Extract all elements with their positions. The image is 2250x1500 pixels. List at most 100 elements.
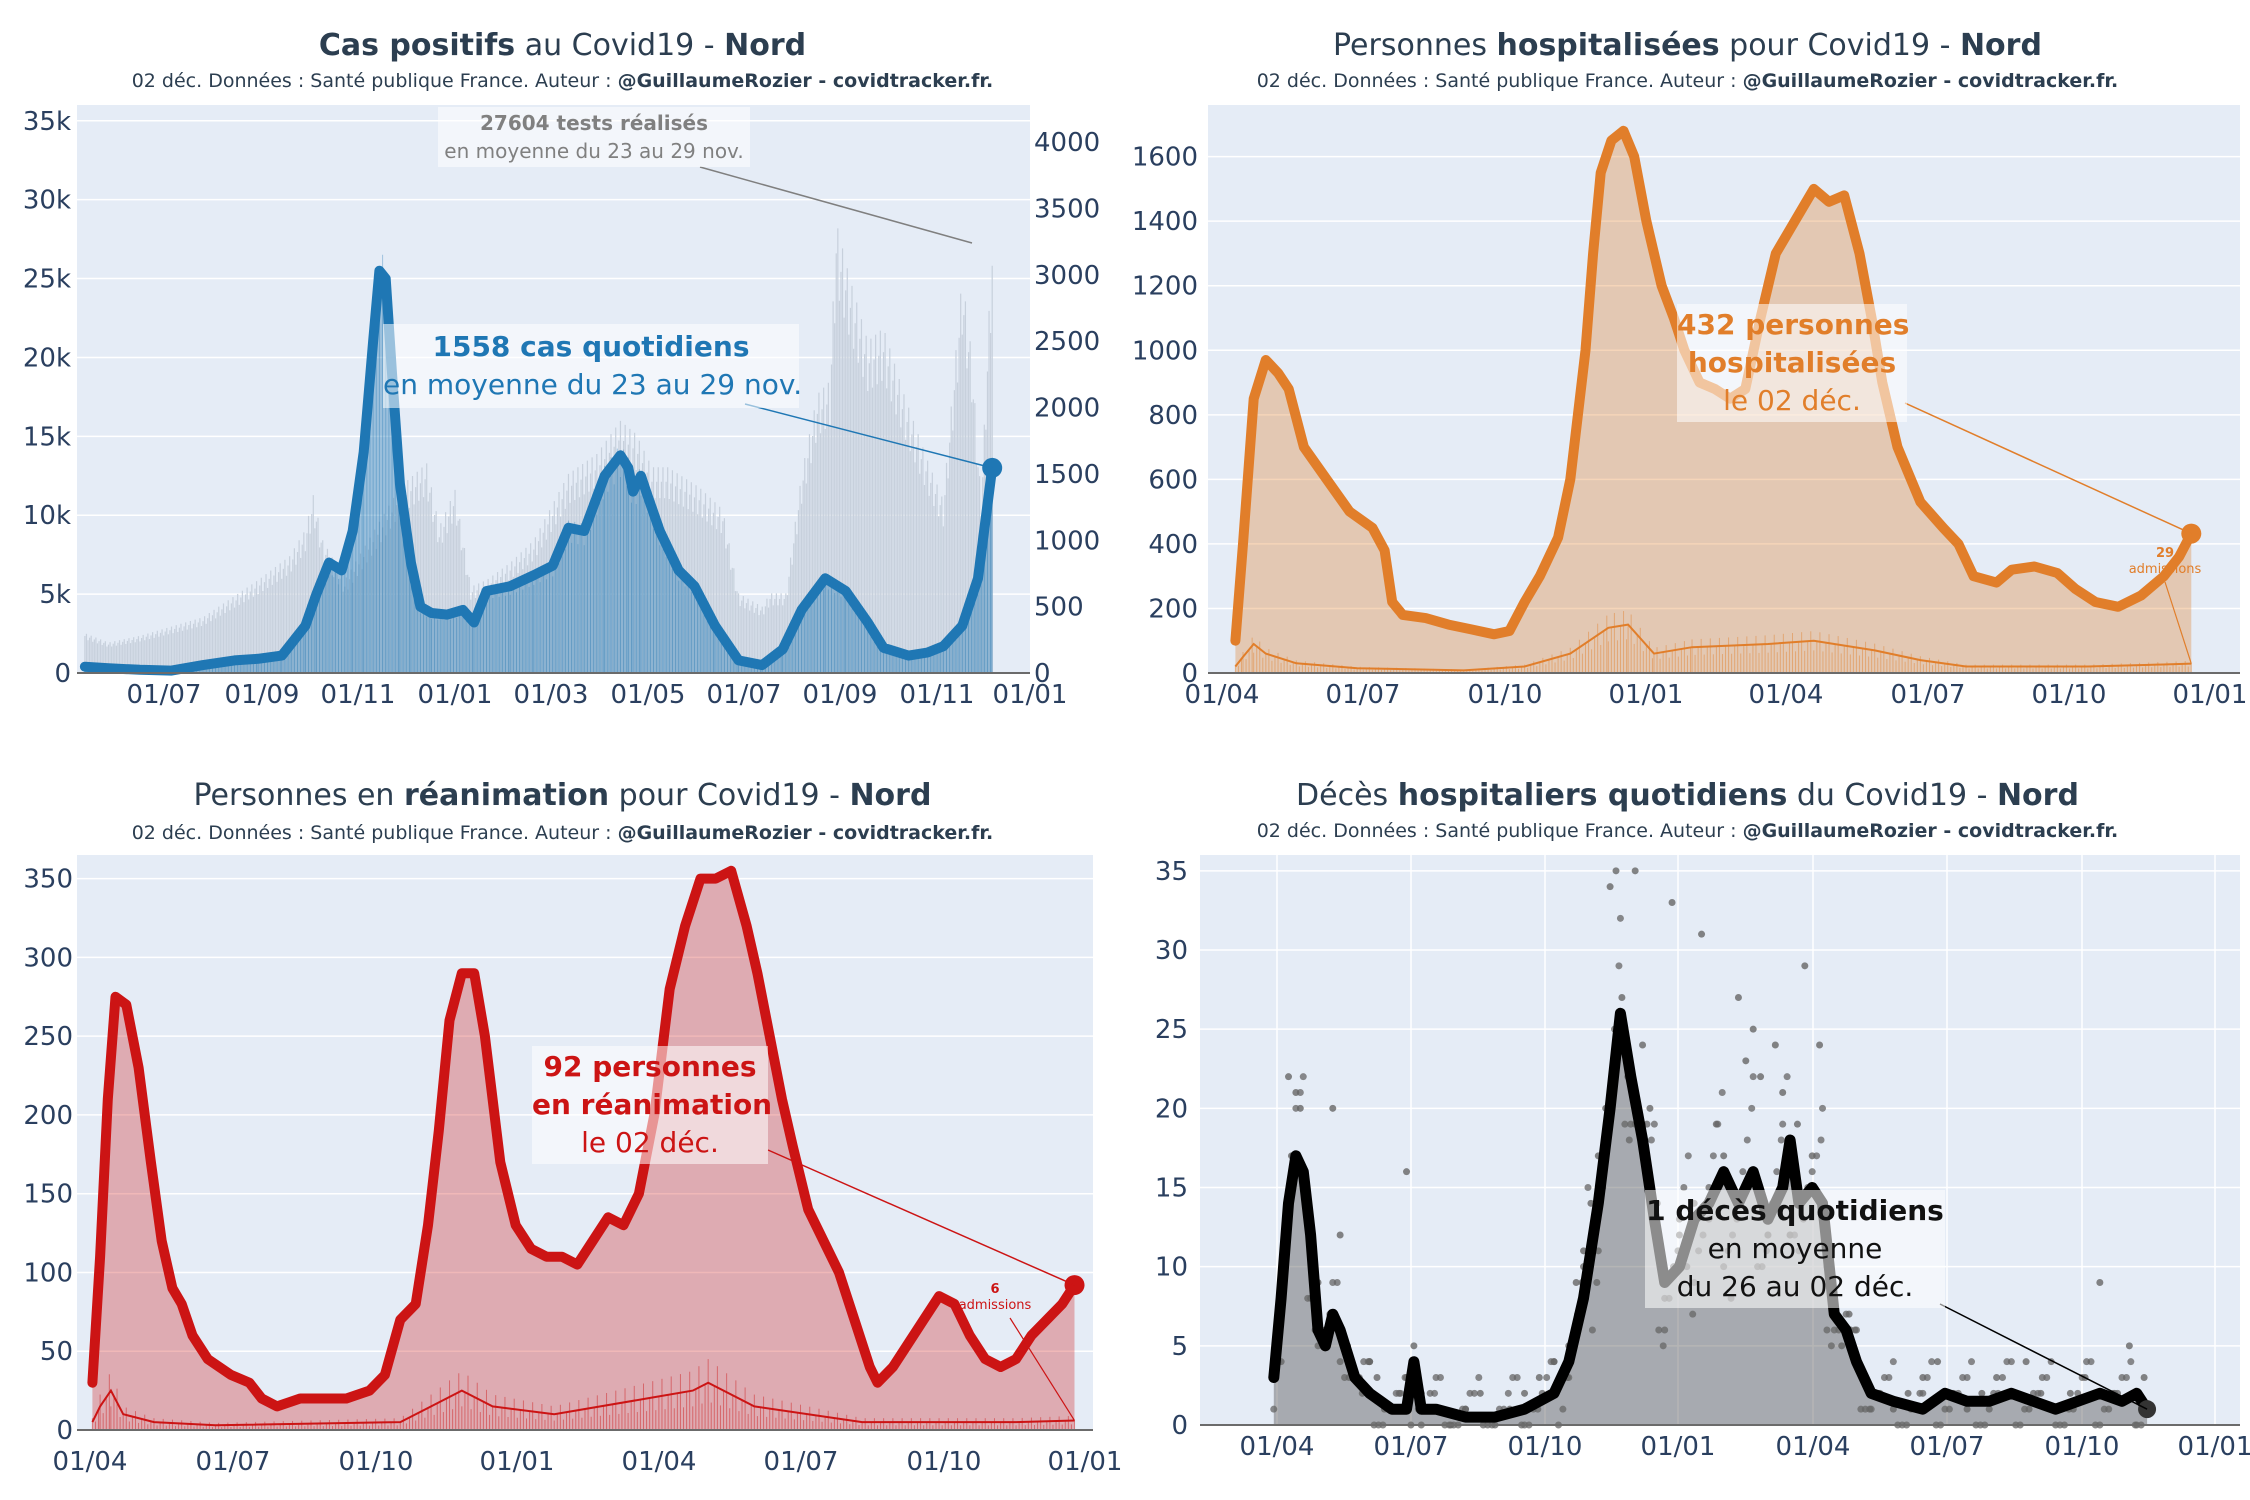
- deaths-daily-point: [1292, 1104, 1300, 1112]
- deaths-daily-point: [1593, 1279, 1601, 1286]
- cases-area: [84, 270, 993, 673]
- deaths-daily-point: [1655, 1326, 1663, 1334]
- deaths-daily-point: [2122, 1374, 2130, 1381]
- hosp-admissions-arrow: [2164, 581, 2192, 664]
- deaths-daily-point: [2025, 1405, 2033, 1413]
- deaths-daily-point: [1852, 1326, 1860, 1334]
- deaths-daily-point: [1889, 1358, 1897, 1366]
- deaths-daily-point: [1823, 1326, 1831, 1334]
- hosp-x-tick: 01/01: [2173, 680, 2248, 710]
- deaths-x-tick: 01/07: [1910, 1432, 1985, 1462]
- deaths-daily-point: [1504, 1389, 1512, 1397]
- rea-y-tick: 200: [23, 1101, 73, 1131]
- rea-title: Personnes en réanimation pour Covid19 - …: [193, 778, 932, 813]
- rea-y-tick: 300: [23, 943, 73, 973]
- deaths-daily-point: [1680, 1184, 1688, 1191]
- rea-area: [92, 870, 1075, 1430]
- deaths-daily-point: [1698, 930, 1706, 938]
- deaths-daily-point: [1366, 1358, 1374, 1366]
- deaths-daily-point: [1646, 1104, 1654, 1112]
- deaths-daily-point: [1333, 1279, 1341, 1286]
- deaths-daily-point: [1867, 1405, 1875, 1413]
- deaths-subtitle: 02 déc. Données : Santé publique France.…: [1256, 820, 2119, 842]
- hosp-admissions-line: [1234, 623, 2192, 672]
- cases-y-tick: 30k: [23, 186, 71, 216]
- cases-y2-tick: 1500: [1034, 460, 1100, 490]
- deaths-daily-point: [1689, 1310, 1697, 1318]
- rea-x-tick: 01/04: [53, 1447, 128, 1477]
- rea-annotation-arrow: [767, 1149, 1075, 1286]
- cases-x-tick: 01/11: [900, 680, 975, 710]
- deaths-daily-point: [1945, 1405, 1953, 1413]
- deaths-daily-point: [1743, 1136, 1751, 1144]
- deaths-daily-point: [1885, 1374, 1893, 1381]
- deaths-daily-point: [1436, 1374, 1444, 1381]
- rea-admissions-line: [91, 1381, 1075, 1427]
- deaths-daily-point: [1773, 1168, 1781, 1176]
- deaths-daily-point: [1618, 994, 1626, 1001]
- cases-subtitle: 02 déc. Données : Santé publique France.…: [131, 70, 994, 92]
- deaths-daily-point: [1336, 1358, 1344, 1366]
- deaths-last-marker: [2138, 1400, 2157, 1419]
- rea-x-tick: 01/10: [339, 1447, 414, 1477]
- deaths-x-tick: 01/01: [2178, 1432, 2250, 1462]
- deaths-daily-point: [1748, 1104, 1756, 1112]
- cases-y2-tick: 500: [1034, 593, 1084, 623]
- deaths-daily-point: [1513, 1374, 1521, 1381]
- deaths-daily-point: [1668, 899, 1676, 906]
- deaths-x-tick: 01/04: [1776, 1432, 1851, 1462]
- cases-x-tick: 01/09: [803, 680, 878, 710]
- deaths-daily-point: [1813, 1152, 1821, 1160]
- rea-x-tick: 01/01: [480, 1447, 555, 1477]
- rea-y-tick: 100: [23, 1258, 73, 1288]
- rea-subtitle: 02 déc. Données : Santé publique France.…: [131, 822, 994, 844]
- deaths-daily-point: [1572, 1279, 1580, 1286]
- deaths-daily-point: [1963, 1405, 1971, 1413]
- deaths-daily-point: [1923, 1374, 1931, 1381]
- hosp-title: Personnes hospitalisées pour Covid19 - N…: [1333, 28, 2042, 63]
- deaths-daily-point: [1584, 1184, 1592, 1191]
- deaths-x-tick: 01/07: [1374, 1432, 1449, 1462]
- cases-x-tick: 01/03: [514, 680, 589, 710]
- cases-x-tick: 01/11: [321, 680, 396, 710]
- deaths-daily-point: [1296, 1089, 1304, 1096]
- deaths-daily-point: [1684, 1152, 1692, 1160]
- deaths-daily-point: [1783, 1073, 1791, 1081]
- deaths-daily-point: [1476, 1389, 1484, 1397]
- deaths-daily-point: [1928, 1358, 1936, 1366]
- cases-line: [79, 265, 998, 676]
- cases-tests-annotation: 27604 tests réalisés en moyenne du 23 au…: [438, 107, 750, 167]
- cases-x-tick: 01/01: [418, 680, 493, 710]
- rea-y-tick: 150: [23, 1180, 73, 1210]
- rea-x-tick: 01/07: [196, 1447, 271, 1477]
- hosp-y-tick: 1600: [1132, 143, 1198, 173]
- deaths-daily-point: [1625, 1136, 1633, 1144]
- deaths-daily-point: [1631, 867, 1639, 875]
- deaths-daily-point: [1543, 1374, 1551, 1381]
- cases-y-tick: 35k: [23, 107, 71, 137]
- deaths-daily-point: [1827, 1342, 1835, 1350]
- deaths-annotation-arrow: [1939, 1303, 2148, 1410]
- deaths-x-tick: 01/04: [1240, 1432, 1315, 1462]
- rea-y-tick: 250: [23, 1022, 73, 1052]
- deaths-daily-point: [1720, 1152, 1728, 1160]
- deaths-daily-point: [1403, 1168, 1411, 1176]
- hosp-y-tick: 1400: [1132, 207, 1198, 237]
- hosp-annotation-arrow: [1904, 402, 2192, 535]
- deaths-daily-point: [1470, 1389, 1478, 1397]
- hosp-line: [1230, 125, 2197, 646]
- hosp-y-tick: 800: [1148, 401, 1198, 431]
- deaths-daily-point: [1612, 867, 1620, 875]
- hosp-x-tick: 01/04: [1185, 680, 1260, 710]
- deaths-daily-point: [1535, 1374, 1543, 1381]
- deaths-daily-point: [1709, 1152, 1717, 1160]
- cases-y2-tick: 2000: [1034, 394, 1100, 424]
- deaths-x-tick: 01/01: [1641, 1432, 1716, 1462]
- deaths-daily-point: [2087, 1358, 2095, 1366]
- cases-title: Cas positifs au Covid19 - Nord: [318, 28, 807, 63]
- deaths-daily-point: [1793, 1120, 1801, 1128]
- deaths-daily-point: [1801, 962, 1809, 970]
- deaths-daily-point: [1714, 1120, 1722, 1128]
- deaths-daily-point: [1410, 1342, 1418, 1350]
- deaths-daily-point: [1978, 1389, 1986, 1397]
